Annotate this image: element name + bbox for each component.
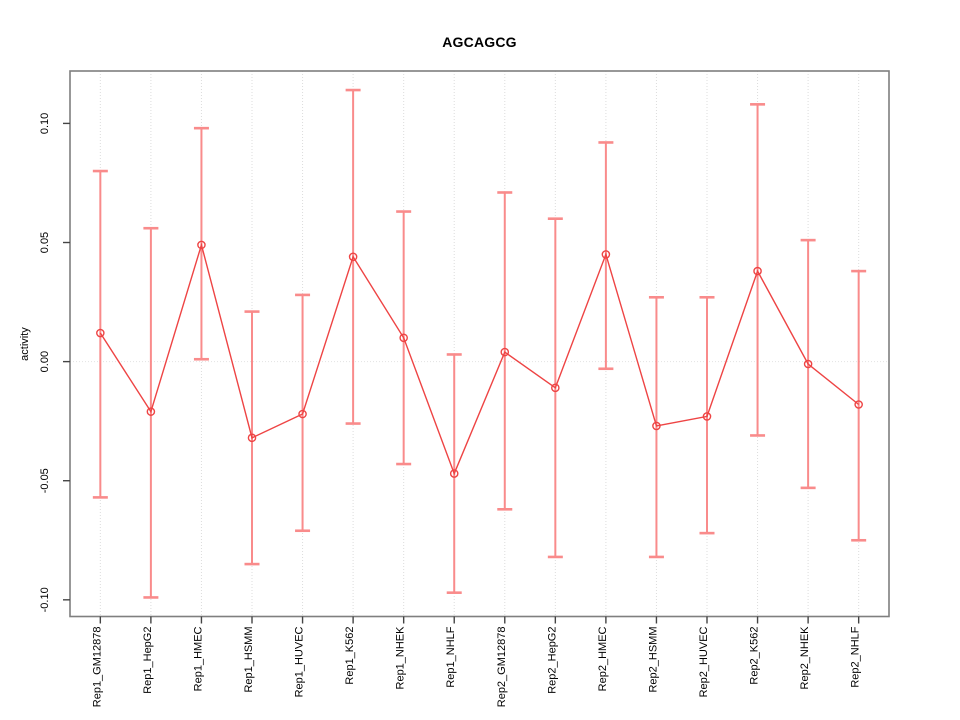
y-tick-label: -0.10: [39, 587, 51, 612]
x-tick-label: Rep1_NHEK: [395, 626, 407, 690]
x-tick-label: Rep1_K562: [344, 627, 356, 685]
x-tick-label: Rep1_HSMM: [243, 627, 255, 693]
error-bar: [851, 269, 867, 542]
data-point: [399, 333, 408, 343]
plot-box: [69, 70, 890, 618]
x-tick-label: Rep1_GM12878: [91, 627, 103, 708]
x-tick-label: Rep2_HMEC: [597, 626, 609, 691]
y-tick-label: 0.05: [39, 232, 51, 253]
data-point: [96, 328, 105, 338]
axes-layer: -0.10 -0.05 0.00 0.05 0.10 Rep1_GM12878 Rep1_H…: [39, 70, 890, 708]
data-point: [449, 469, 459, 478]
x-tick-label: Rep2_HepG2: [546, 627, 558, 694]
x-tick-label: Rep2_HSMM: [647, 627, 659, 693]
data-point: [702, 412, 712, 421]
data-point: [601, 250, 611, 259]
y-tick-label: 0.00: [39, 351, 51, 372]
x-tick-label: Rep2_HUVEC: [698, 626, 710, 697]
x-tick-label: Rep2_GM12878: [496, 627, 508, 708]
data-point: [803, 359, 813, 369]
grid-layer: [70, 71, 889, 617]
data-point: [298, 409, 307, 419]
x-tick-label: Rep2_NHEK: [799, 626, 811, 690]
x-tick-label: Rep1_HMEC: [192, 626, 204, 691]
data-point: [652, 421, 661, 431]
x-tick-label: Rep2_K562: [749, 627, 761, 685]
x-tick-label: Rep1_NHLF: [445, 626, 457, 687]
x-tick-label: Rep1_HepG2: [142, 627, 154, 694]
series-layer: [92, 88, 867, 599]
chart-title: AGCAGCG: [442, 34, 517, 50]
data-point: [854, 400, 863, 409]
error-bar: [497, 191, 513, 511]
data-point: [146, 407, 156, 416]
y-tick-label: -0.05: [39, 468, 51, 493]
data-point: [753, 266, 762, 276]
data-point: [247, 433, 257, 443]
data-point: [551, 383, 560, 393]
data-point: [197, 240, 206, 250]
x-tick-label: Rep1_HUVEC: [294, 626, 306, 697]
y-tick-label: 0.10: [39, 113, 51, 134]
data-point: [348, 252, 358, 262]
series-line: [99, 242, 860, 476]
error-bar: [648, 295, 664, 559]
x-tick-label: Rep2_NHLF: [850, 626, 862, 687]
data-point: [500, 347, 510, 357]
